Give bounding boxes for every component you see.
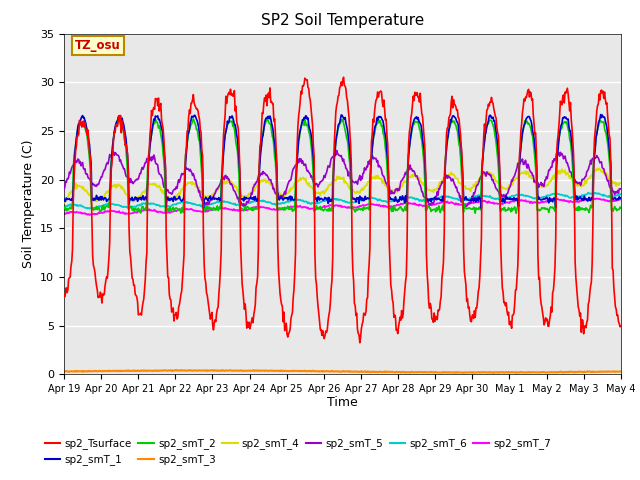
Legend: sp2_Tsurface, sp2_smT_1, sp2_smT_2, sp2_smT_3, sp2_smT_4, sp2_smT_5, sp2_smT_6, : sp2_Tsurface, sp2_smT_1, sp2_smT_2, sp2_… bbox=[41, 434, 555, 469]
X-axis label: Time: Time bbox=[327, 396, 358, 408]
Y-axis label: Soil Temperature (C): Soil Temperature (C) bbox=[22, 140, 35, 268]
Text: TZ_osu: TZ_osu bbox=[75, 39, 121, 52]
Title: SP2 Soil Temperature: SP2 Soil Temperature bbox=[260, 13, 424, 28]
